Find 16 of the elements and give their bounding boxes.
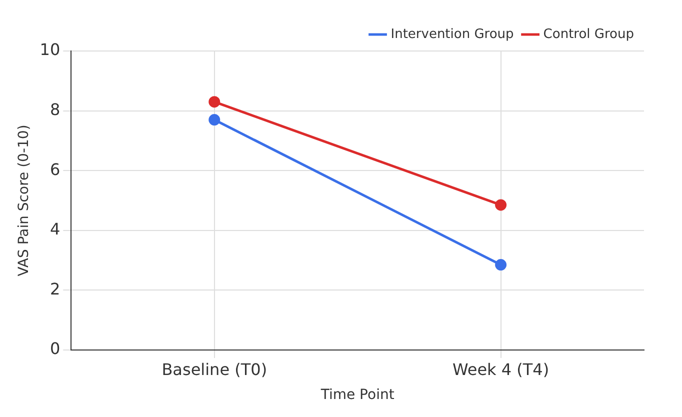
point <box>208 96 220 108</box>
x-axis-title: Time Point <box>320 387 395 404</box>
legend-label: Intervention Group <box>390 26 514 42</box>
y-tick-label: 8 <box>50 100 60 119</box>
point <box>495 259 507 271</box>
y-tick-label: 0 <box>50 339 60 358</box>
x-tick-label: Baseline (T0) <box>162 360 268 379</box>
y-tick-label: 2 <box>50 279 60 298</box>
legend-label: Control Group <box>543 26 634 42</box>
point <box>495 199 507 211</box>
y-tick-label: 4 <box>50 220 60 239</box>
point <box>208 114 220 126</box>
x-tick-label: Week 4 (T4) <box>452 360 550 379</box>
y-tick-label: 6 <box>50 160 60 179</box>
y-axis-title: VAS Pain Score (0-10) <box>16 124 32 276</box>
y-tick-label: 10 <box>40 40 60 60</box>
